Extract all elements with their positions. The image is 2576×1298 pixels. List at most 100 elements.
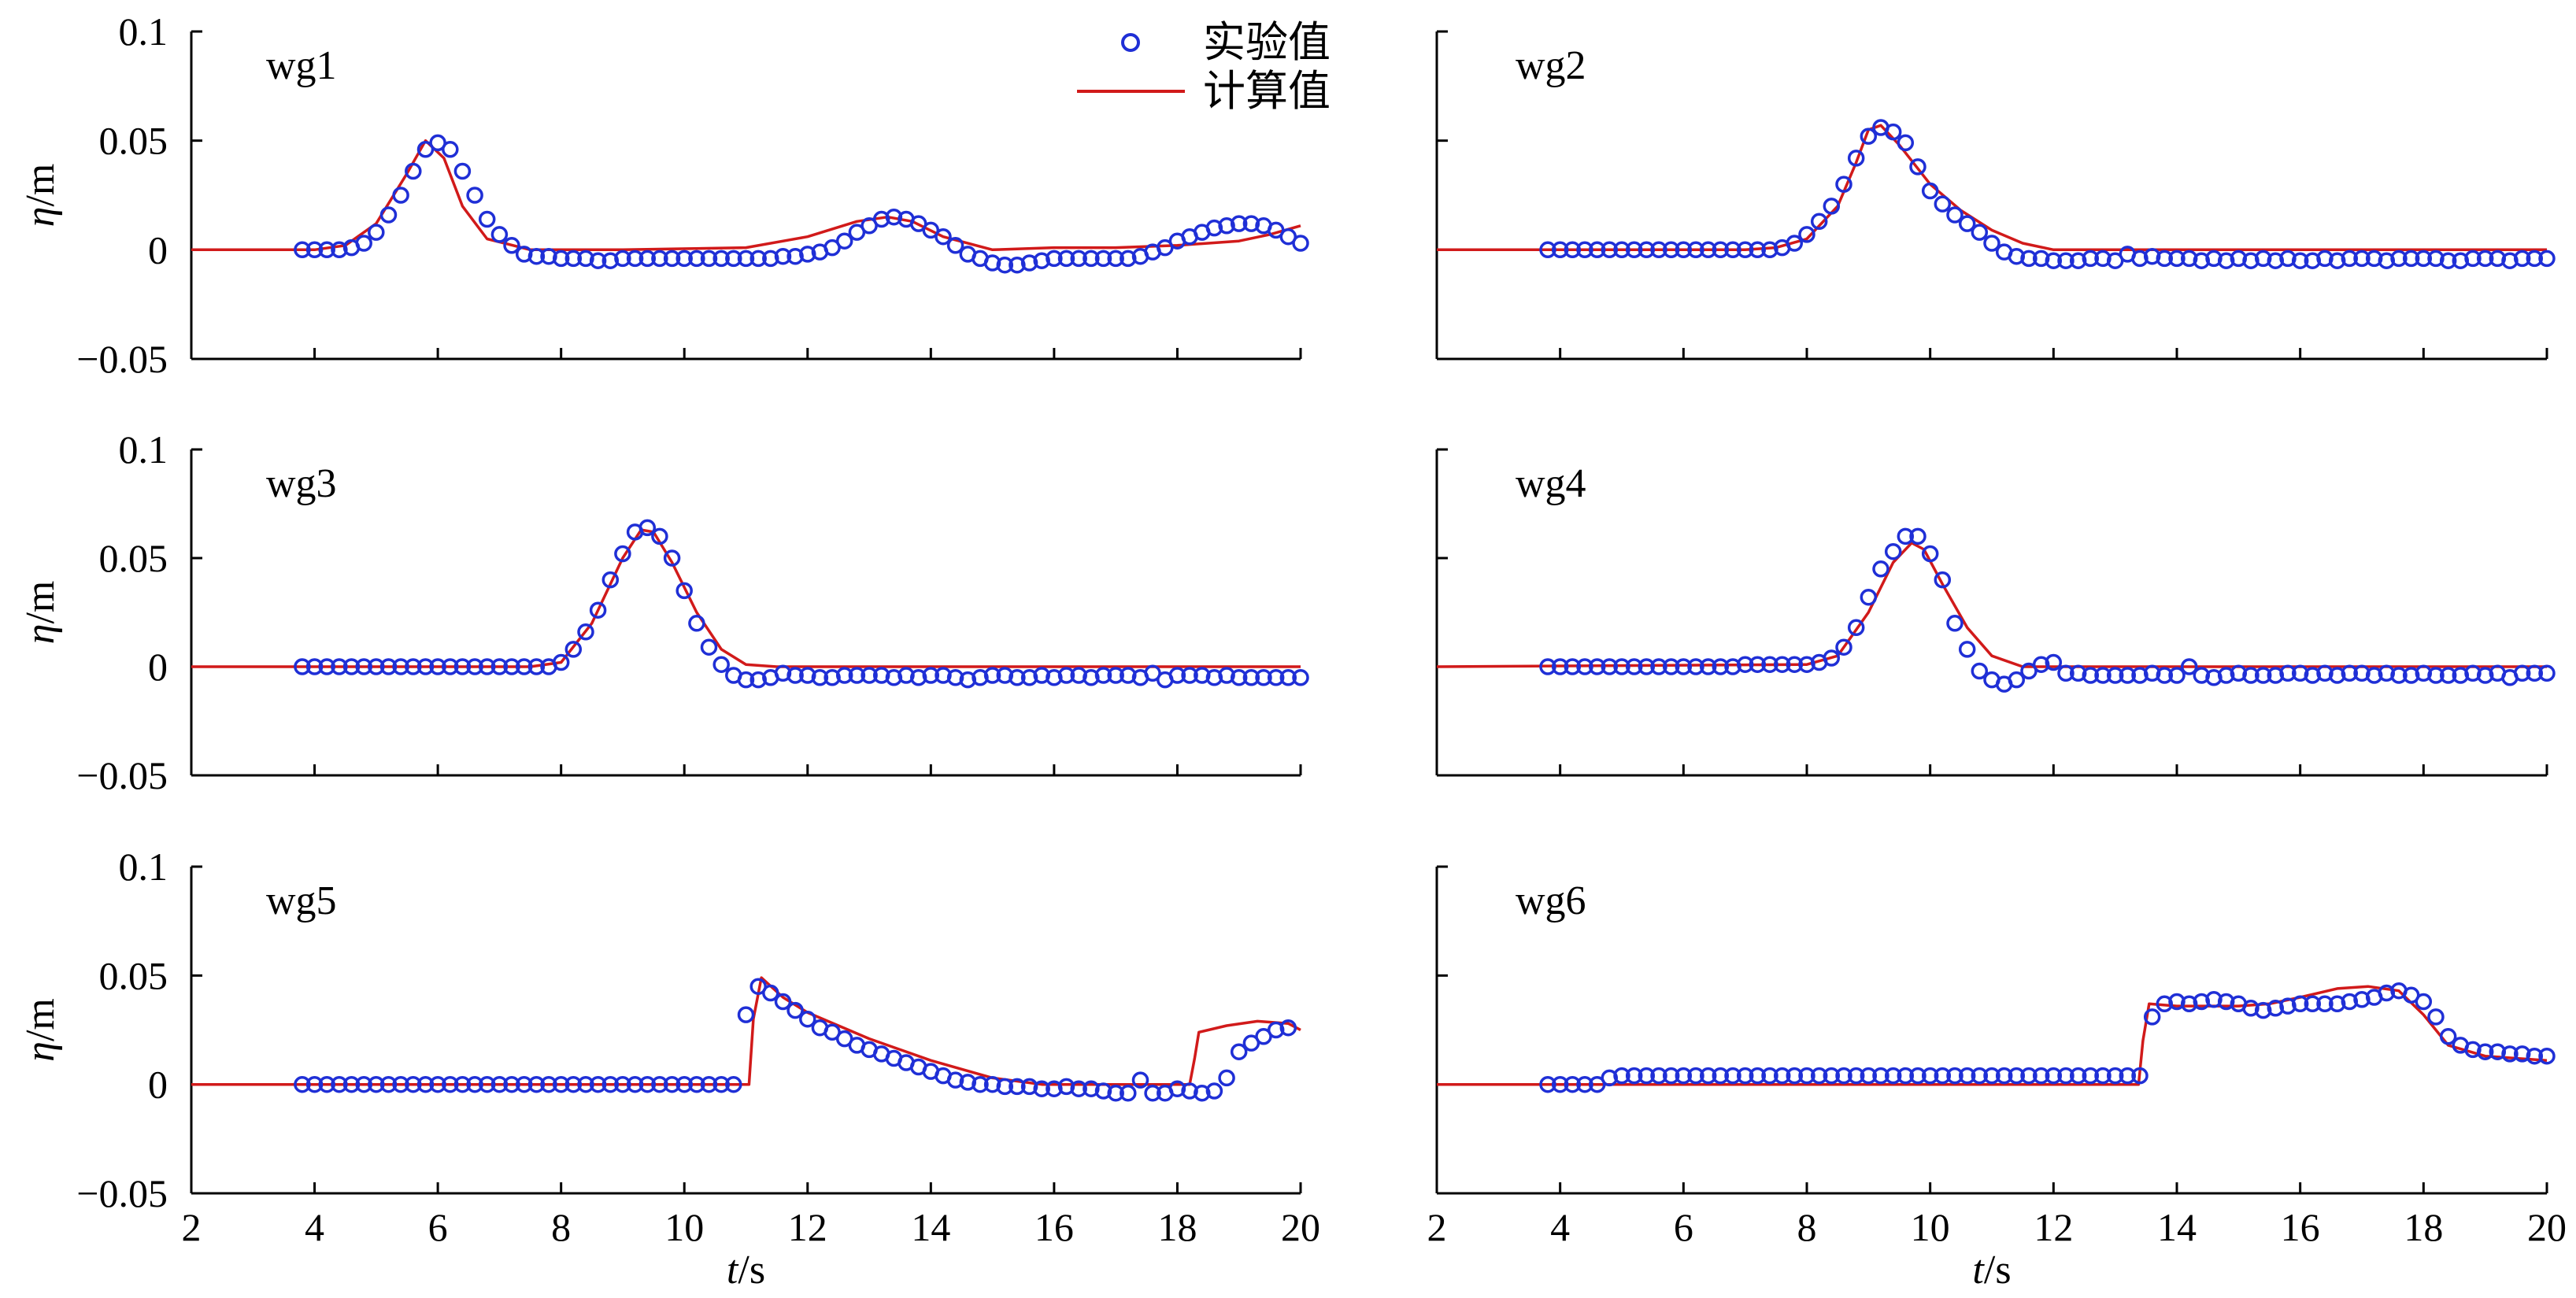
measured-point (1884, 542, 1902, 560)
measured-point (2205, 991, 2223, 1008)
measured-point (1070, 667, 1087, 684)
x-tick-label: 16 (2281, 1205, 2320, 1249)
y-tick-label: 0.1 (119, 427, 168, 471)
measured-point (1921, 545, 1939, 563)
measured-point (1934, 195, 1952, 213)
measured-point (2094, 667, 2112, 684)
measured-point (2427, 250, 2445, 268)
measured-point (1551, 1075, 1569, 1093)
x-axis-label: t/s (727, 1248, 765, 1292)
measured-point (478, 210, 496, 228)
measured-point (1638, 1067, 1656, 1085)
measured-point (2094, 250, 2112, 268)
measured-point (885, 669, 903, 686)
measured-point (1724, 1067, 1741, 1085)
measured-point (2057, 664, 2074, 682)
measured-point (872, 667, 890, 684)
measured-point (1971, 662, 1989, 680)
measured-point (1588, 241, 1606, 259)
measured-point (946, 669, 964, 686)
measured-point (503, 658, 520, 675)
measured-point (1872, 560, 1889, 578)
measured-point (2427, 667, 2445, 684)
measured-point (1539, 1075, 1556, 1093)
measured-point (835, 667, 853, 684)
measured-point (331, 241, 348, 259)
measured-point (1144, 1084, 1161, 1102)
measured-point (712, 250, 730, 268)
panel-wg1: −0.05 0 0.05 0.1 wg1 η/m (18, 9, 1309, 381)
measured-point (663, 250, 681, 268)
measured-point (564, 1075, 583, 1093)
measured-point (2328, 252, 2346, 269)
measured-point (1601, 658, 1619, 675)
measured-point (589, 601, 607, 619)
y-tick-label: 0.05 (99, 953, 168, 997)
measured-point (898, 667, 915, 684)
measured-point (2526, 250, 2544, 268)
measured-point (2476, 667, 2494, 684)
x-tick-label: 10 (1911, 1205, 1950, 1249)
y-tick-label: 0 (148, 227, 168, 272)
measured-point (2291, 252, 2309, 269)
measured-point (490, 1075, 509, 1093)
measured-point (331, 658, 348, 675)
measured-point (601, 252, 620, 269)
measured-point (305, 1075, 324, 1093)
computed-series-line (191, 139, 1301, 252)
x-tick-label: 12 (2034, 1205, 2073, 1249)
measured-point (1131, 1071, 1149, 1089)
measured-point (368, 658, 385, 675)
measured-point (405, 658, 422, 675)
measured-point (885, 208, 903, 226)
measured-point (1835, 638, 1852, 656)
measured-point (1675, 241, 1693, 259)
measured-point (453, 658, 472, 675)
measured-point (749, 671, 767, 689)
measured-point (2119, 667, 2137, 684)
measured-point (2279, 664, 2297, 682)
measured-point (503, 1075, 520, 1093)
measured-point (700, 638, 718, 656)
measured-point (1798, 226, 1815, 243)
panel-wg5: −0.05 0 0.05 0.1 2 4 6 8 10 12 14 16 18 20 wg5 η/m t/s (18, 845, 1320, 1292)
measured-point (725, 250, 742, 268)
measured-point (2045, 653, 2063, 671)
measured-point (1712, 1067, 1730, 1085)
y-tick-label: −0.05 (76, 337, 168, 381)
measured-point (799, 667, 816, 684)
x-tick-label: 6 (428, 1205, 448, 1249)
measured-point (552, 1075, 570, 1093)
measured-point (1810, 213, 1828, 231)
measured-point (552, 250, 570, 268)
measured-point (935, 667, 952, 684)
x-tick-label: 20 (1281, 1205, 1320, 1249)
measured-point (305, 241, 324, 259)
measured-point (1638, 241, 1656, 259)
measured-point (429, 1075, 446, 1093)
measured-point (368, 1075, 385, 1093)
measured-point (712, 1075, 730, 1093)
measured-point (983, 254, 1001, 272)
x-tick-label: 20 (2527, 1205, 2567, 1249)
panels: −0.05 0 0.05 0.1 wg1 η/m wg2 −0.05 0 0.05 0.1 wg3 η/… (18, 9, 2567, 1292)
measured-point (392, 187, 409, 204)
measured-point (1687, 241, 1704, 259)
measured-point (922, 667, 940, 684)
measured-point (1761, 656, 1778, 673)
measured-point (466, 1075, 483, 1093)
measured-point (2501, 1045, 2519, 1063)
measured-point (466, 658, 483, 675)
measured-point (762, 984, 779, 1002)
measured-point (1835, 1067, 1852, 1085)
measured-point (2205, 250, 2223, 268)
measured-point (2193, 252, 2211, 269)
measured-point (651, 250, 668, 268)
measured-point (2415, 250, 2433, 268)
measured-point (2119, 1067, 2137, 1085)
measured-point (1884, 123, 1902, 141)
measured-point (2242, 1000, 2260, 1017)
x-tick-label: 18 (1157, 1205, 1197, 1249)
measured-point (2094, 1067, 2112, 1085)
measured-point (1046, 1080, 1063, 1097)
